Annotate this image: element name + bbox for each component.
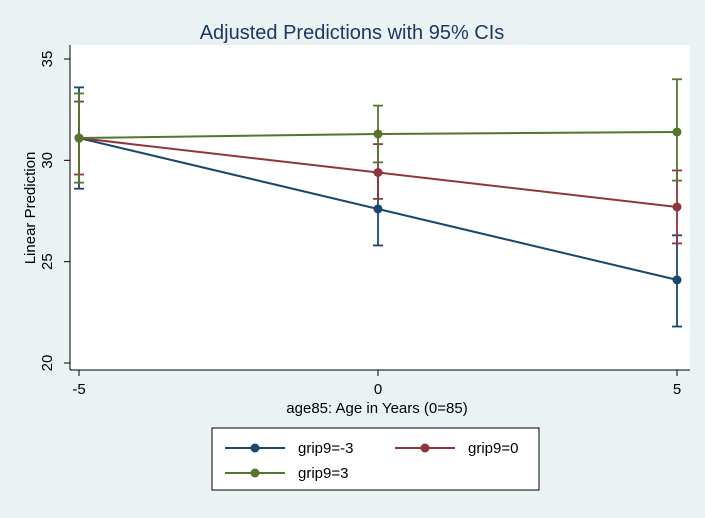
y-tick-label: 35	[39, 51, 56, 68]
series-2	[74, 78, 682, 184]
legend-label: grip9=0	[468, 440, 518, 457]
data-point	[373, 204, 383, 214]
legend-box	[211, 427, 540, 491]
data-point	[672, 275, 682, 285]
legend-item-0: grip9=-3	[225, 440, 353, 457]
legend-item-2: grip9=3	[225, 465, 348, 482]
legend-marker	[420, 443, 430, 453]
x-tick-label: 5	[673, 381, 681, 398]
chart-title: Adjusted Predictions with 95% CIs	[200, 22, 505, 44]
legend-label: grip9=3	[298, 465, 348, 482]
legend: grip9=-3 grip9=0 grip9=3	[225, 440, 518, 482]
data-point	[74, 133, 84, 143]
legend-marker	[250, 468, 260, 478]
legend-item-1: grip9=0	[395, 440, 518, 457]
x-tick-label: 0	[374, 381, 382, 398]
y-tick-label: 30	[39, 152, 56, 169]
data-point	[373, 167, 383, 177]
y-tick-label: 25	[39, 253, 56, 270]
legend-marker	[250, 443, 260, 453]
data-point	[672, 127, 682, 137]
legend-label: grip9=-3	[298, 440, 353, 457]
x-axis-label: age85: Age in Years (0=85)	[286, 400, 467, 417]
x-tick-label: -5	[72, 381, 85, 398]
y-tick-label: 20	[39, 355, 56, 372]
x-ticks: -5 0 5	[72, 370, 681, 398]
series-layer	[74, 78, 682, 328]
y-axis-label: Linear Prediction	[22, 152, 39, 265]
data-point	[672, 202, 682, 212]
data-point	[373, 129, 383, 139]
y-ticks: 20 25 30 35	[39, 51, 70, 372]
